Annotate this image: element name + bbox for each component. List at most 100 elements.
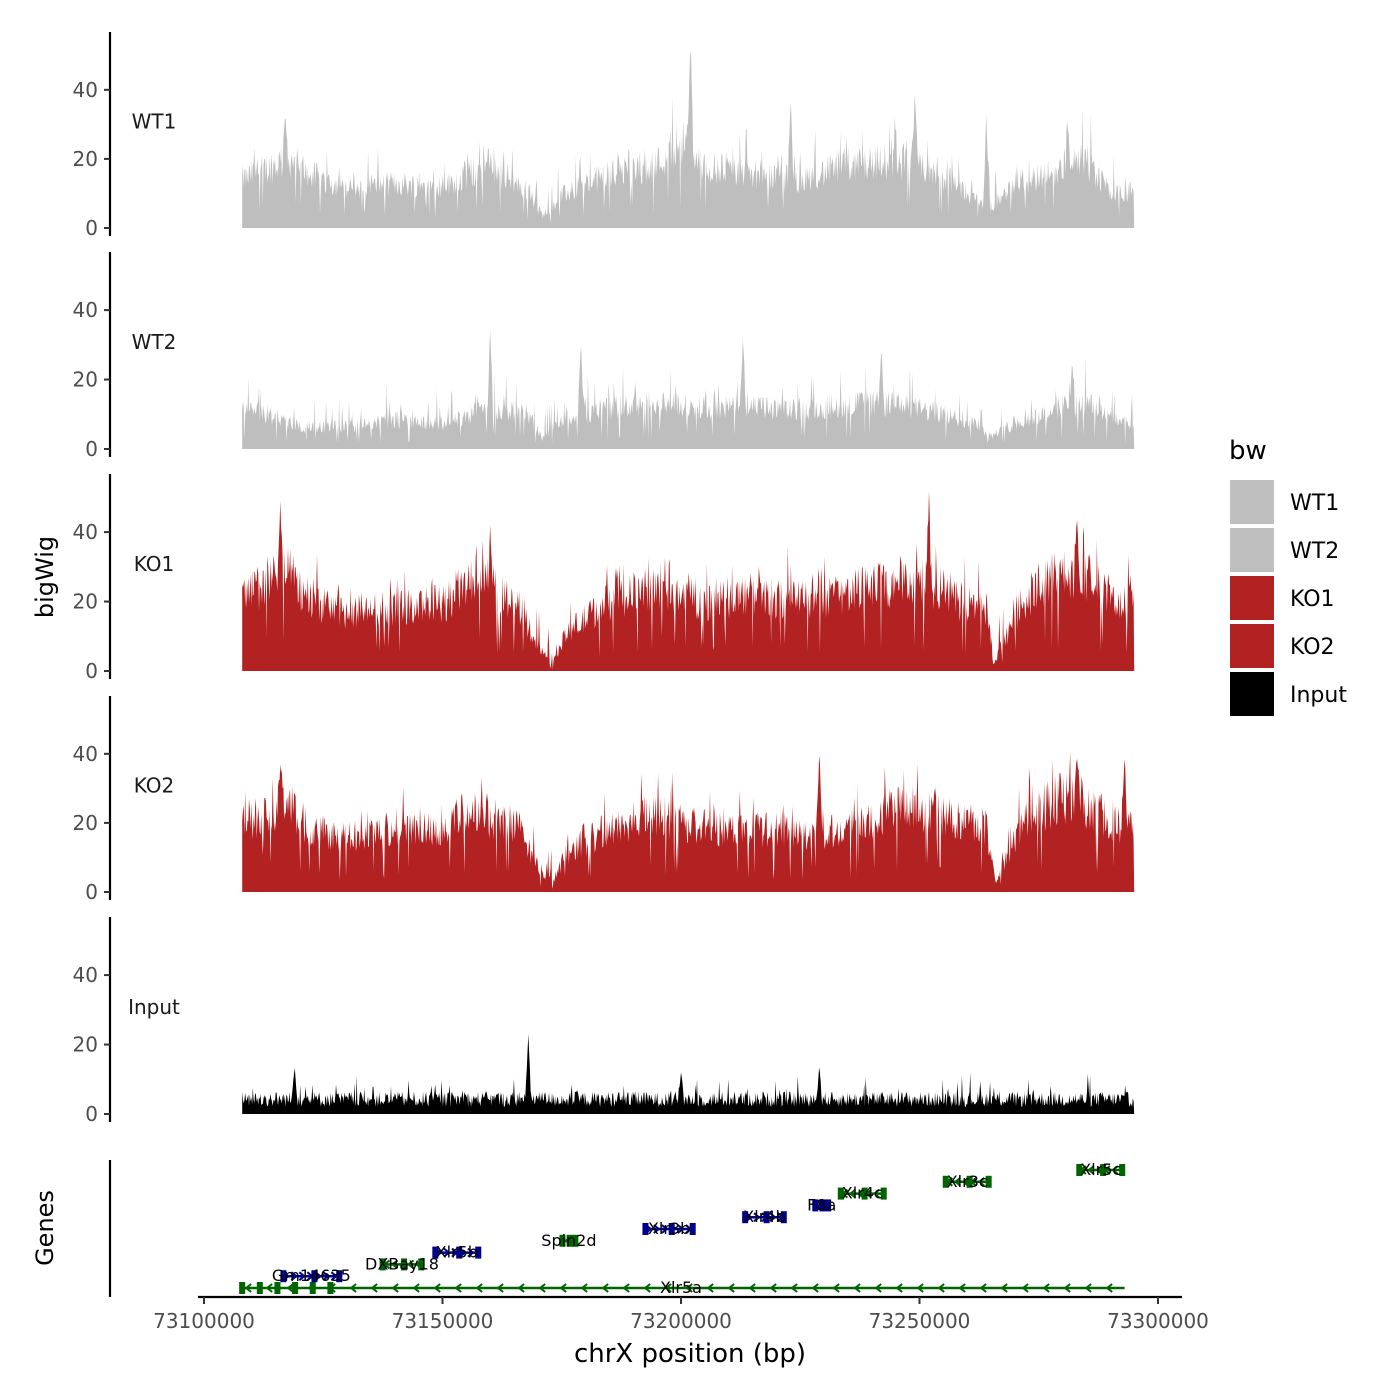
gene-exon xyxy=(566,1234,573,1247)
gene-exon xyxy=(418,1258,425,1271)
coverage-area-wt2 xyxy=(242,330,1135,449)
gene-exon xyxy=(572,1234,579,1247)
track-label-input: Input xyxy=(128,995,180,1019)
gene-xlr4c: Xlr4c xyxy=(837,1184,887,1203)
gene-exon xyxy=(280,1270,287,1283)
strand-arrow xyxy=(864,1188,873,1199)
gene-exon xyxy=(837,1187,844,1200)
strand-arrow xyxy=(677,1224,685,1234)
gene-exon xyxy=(1119,1164,1126,1176)
y-axis-title: bigWig xyxy=(31,536,59,618)
strand-arrow xyxy=(398,1259,407,1270)
gene-exon xyxy=(336,1270,343,1283)
strand-arrow xyxy=(433,1283,441,1293)
strand-arrow xyxy=(564,1236,572,1246)
coverage-area-ko1 xyxy=(242,490,1135,671)
strand-arrow xyxy=(953,1177,961,1187)
gene-xlr3c: Xlr3c xyxy=(942,1172,992,1191)
strand-arrow xyxy=(459,1247,467,1258)
gene-xlr5b: Xlr5b xyxy=(432,1243,482,1262)
track-label-wt1: WT1 xyxy=(132,109,177,133)
gene-exon xyxy=(985,1175,992,1188)
strand-arrow xyxy=(945,1177,953,1187)
gene-exon xyxy=(311,1270,318,1283)
strand-arrow xyxy=(840,1188,849,1199)
track-label-ko2: KO2 xyxy=(134,773,175,797)
legend-swatch-ko2 xyxy=(1230,624,1274,668)
strand-arrow xyxy=(390,1259,399,1270)
y-tick-label: 20 xyxy=(73,811,98,835)
strand-arrow xyxy=(1042,1283,1050,1293)
y-tick-label: 0 xyxy=(85,437,98,461)
strand-arrow xyxy=(856,1188,865,1199)
strand-arrow xyxy=(244,1283,252,1293)
strand-arrow xyxy=(1079,1165,1087,1175)
strand-arrow xyxy=(538,1283,546,1293)
gene-exon xyxy=(432,1246,439,1259)
gene-exon xyxy=(966,1175,973,1188)
track-label-ko1: KO1 xyxy=(134,552,175,576)
y-tick-label: 0 xyxy=(85,216,98,240)
strand-arrow xyxy=(811,1283,819,1293)
legend-swatch-ko1 xyxy=(1230,576,1274,620)
strand-arrow xyxy=(322,1271,330,1281)
strand-arrow xyxy=(853,1283,861,1293)
legend-swatch-wt2 xyxy=(1230,528,1274,572)
gene-exon xyxy=(689,1223,696,1235)
gene-exon xyxy=(379,1258,386,1271)
strand-arrow xyxy=(895,1283,903,1293)
strand-arrow xyxy=(517,1283,525,1293)
coverage-area-wt1 xyxy=(242,50,1135,228)
gene-label: DXBay18 xyxy=(365,1254,439,1273)
strand-arrow xyxy=(872,1188,881,1199)
strand-arrow xyxy=(848,1188,857,1199)
y-tick-label: 20 xyxy=(73,590,98,614)
gene-exon xyxy=(456,1246,463,1259)
legend-label-wt2: WT2 xyxy=(1290,539,1339,564)
track-ko1: 0 20 40 KO1 xyxy=(73,474,1135,683)
gene-exon xyxy=(292,1282,299,1294)
strand-arrow xyxy=(1063,1283,1071,1293)
strand-arrow xyxy=(653,1224,661,1234)
strand-arrow xyxy=(685,1283,693,1293)
x-tick-label: 73100000 xyxy=(153,1309,255,1333)
legend-title: bw xyxy=(1229,436,1267,466)
gene-label: Xlr5b xyxy=(436,1243,478,1262)
gene-spin2d: Spin2d xyxy=(541,1231,596,1250)
strand-arrow xyxy=(727,1283,735,1293)
gene-label: Spin2d xyxy=(541,1231,596,1250)
strand-arrow xyxy=(282,1271,290,1281)
strand-arrow xyxy=(1000,1283,1008,1293)
strand-arrow xyxy=(622,1283,630,1293)
strand-arrow xyxy=(745,1212,753,1222)
track-wt1: 0 20 40 WT1 xyxy=(73,32,1135,240)
gene-label: Xlr3c xyxy=(947,1172,988,1191)
x-tick-label: 73300000 xyxy=(1107,1309,1209,1333)
gene-exon xyxy=(642,1223,649,1235)
strand-arrow xyxy=(314,1271,322,1281)
y-tick-label: 40 xyxy=(73,963,98,987)
legend-label-input: Input xyxy=(1290,683,1347,708)
strand-arrow xyxy=(601,1283,609,1293)
strand-arrow xyxy=(790,1283,798,1293)
strand-arrow xyxy=(977,1177,985,1187)
strand-arrow xyxy=(286,1283,294,1293)
track-ko2: 0 20 40 KO2 xyxy=(73,696,1135,904)
gene-gm14635: Gm14635 xyxy=(272,1266,351,1285)
legend-swatch-input xyxy=(1230,672,1274,716)
strand-arrow xyxy=(685,1224,693,1234)
gene-label: Xlr5c xyxy=(1080,1160,1121,1179)
strand-arrow xyxy=(454,1283,462,1293)
y-tick-label: 40 xyxy=(73,78,98,102)
strand-arrow xyxy=(1087,1165,1095,1175)
gene-exon xyxy=(880,1187,887,1200)
legend-label-ko2: KO2 xyxy=(1290,635,1335,660)
strand-arrow xyxy=(496,1283,504,1293)
track-input: 0 20 40 Input xyxy=(73,917,1135,1126)
strand-arrow xyxy=(580,1283,588,1293)
strand-arrow xyxy=(661,1224,669,1234)
strand-arrow xyxy=(669,1224,677,1234)
strand-arrow xyxy=(349,1283,357,1293)
